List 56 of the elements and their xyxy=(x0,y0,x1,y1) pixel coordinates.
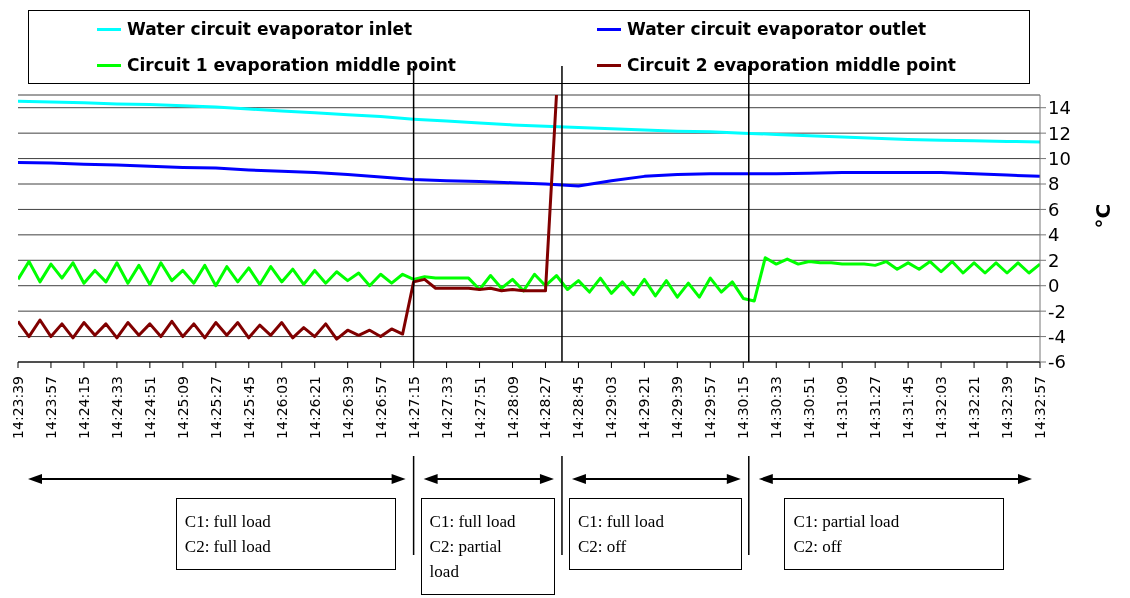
x-tick-label: 14:30:33 xyxy=(768,376,785,439)
line-series xyxy=(18,95,558,341)
x-tick-label: 14:23:57 xyxy=(42,376,59,439)
y-tick-label: 14 xyxy=(1048,97,1071,119)
y-tick-label: -2 xyxy=(1048,300,1066,322)
x-tick-label: 14:26:21 xyxy=(306,376,323,439)
text: C1: full load C2: off xyxy=(568,498,742,570)
x-tick-label: 14:29:03 xyxy=(603,376,620,439)
x-tick-label: 14:31:09 xyxy=(834,376,851,439)
text: C1: full load C2: full load xyxy=(175,498,396,570)
x-tick-label: 14:25:27 xyxy=(207,376,224,439)
x-tick-label: 14:26:03 xyxy=(273,376,290,439)
y-tick-label: -4 xyxy=(1048,325,1066,347)
x-tick-label: 14:26:57 xyxy=(372,376,389,439)
x-tick-label: 14:28:09 xyxy=(504,376,521,439)
legend-label: Water circuit evaporator inlet xyxy=(127,19,413,39)
y-tick-label: 4 xyxy=(1048,224,1060,246)
y-tick-label: 8 xyxy=(1048,173,1060,195)
legend-label: Circuit 1 evaporation middle point xyxy=(127,55,456,75)
line-series xyxy=(18,160,1040,188)
y-axis-title: °C xyxy=(1091,203,1116,229)
x-tick-label: 14:24:33 xyxy=(108,376,125,439)
x-tick-label: 14:29:39 xyxy=(669,376,686,439)
y-tick-label: 0 xyxy=(1048,275,1060,297)
text: C1: full load C2: partial load xyxy=(420,498,555,595)
y-tick-label: 10 xyxy=(1048,147,1071,169)
y-tick-label: 2 xyxy=(1048,249,1060,271)
legend-label: Water circuit evaporator outlet xyxy=(627,19,927,39)
x-tick-label: 14:32:21 xyxy=(966,376,983,439)
x-tick-label: 14:30:15 xyxy=(735,376,752,439)
x-tick-label: 14:27:33 xyxy=(438,376,455,439)
x-tick-label: 14:29:57 xyxy=(702,376,719,439)
line-series xyxy=(18,256,1040,303)
x-tick-label: 14:24:51 xyxy=(141,376,158,439)
legend-label: Circuit 2 evaporation middle point xyxy=(627,55,956,75)
y-tick-label: 12 xyxy=(1048,122,1071,144)
x-tick-label: 14:32:57 xyxy=(1032,376,1048,439)
x-tick-label: 14:27:51 xyxy=(471,376,488,439)
x-tick-label: 14:31:45 xyxy=(900,376,917,439)
x-tick-label: 14:23:39 xyxy=(10,376,26,439)
x-tick-label: 14:25:09 xyxy=(174,376,191,439)
x-tick-label: 14:30:51 xyxy=(801,376,818,439)
x-tick-label: 14:24:15 xyxy=(75,376,92,439)
x-tick-label: 14:31:27 xyxy=(867,376,884,439)
text: C1: partial load C2: off xyxy=(784,498,1005,570)
x-tick-label: 14:32:39 xyxy=(999,376,1016,439)
x-tick-label: 14:32:03 xyxy=(933,376,950,439)
x-tick-label: 14:25:45 xyxy=(240,376,257,439)
x-tick-label: 14:26:39 xyxy=(339,376,356,439)
y-tick-label: -6 xyxy=(1048,351,1066,373)
x-tick-label: 14:27:15 xyxy=(405,376,422,439)
x-tick-label: 14:29:21 xyxy=(636,376,653,439)
x-tick-label: 14:28:45 xyxy=(570,376,587,439)
line-series xyxy=(18,99,1040,144)
y-tick-label: 6 xyxy=(1048,198,1060,220)
x-tick-label: 14:28:27 xyxy=(537,376,554,439)
